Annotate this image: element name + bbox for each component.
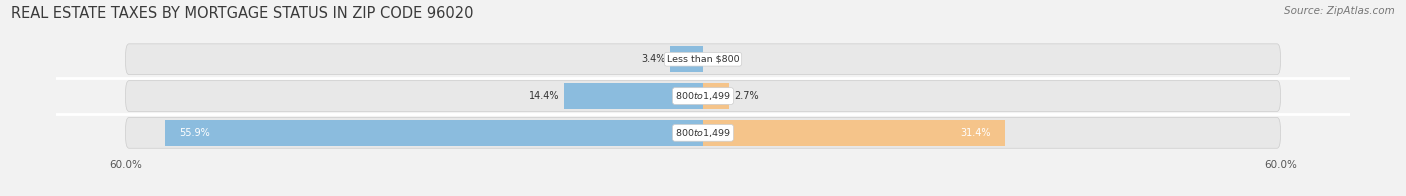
Text: 2.7%: 2.7% bbox=[734, 91, 758, 101]
Text: $800 to $1,499: $800 to $1,499 bbox=[675, 90, 731, 102]
Text: 31.4%: 31.4% bbox=[960, 128, 991, 138]
Text: 14.4%: 14.4% bbox=[529, 91, 560, 101]
Text: Less than $800: Less than $800 bbox=[666, 55, 740, 64]
Text: 55.9%: 55.9% bbox=[180, 128, 209, 138]
FancyBboxPatch shape bbox=[125, 44, 1281, 75]
Text: REAL ESTATE TAXES BY MORTGAGE STATUS IN ZIP CODE 96020: REAL ESTATE TAXES BY MORTGAGE STATUS IN … bbox=[11, 6, 474, 21]
Text: $800 to $1,499: $800 to $1,499 bbox=[675, 127, 731, 139]
Text: 3.4%: 3.4% bbox=[641, 54, 665, 64]
Bar bbox=[671, 46, 703, 73]
Bar bbox=[564, 83, 703, 109]
Bar bbox=[165, 120, 703, 146]
Text: 0.0%: 0.0% bbox=[707, 54, 733, 64]
Text: Source: ZipAtlas.com: Source: ZipAtlas.com bbox=[1284, 6, 1395, 16]
FancyBboxPatch shape bbox=[125, 117, 1281, 148]
Bar bbox=[703, 83, 728, 109]
Bar bbox=[703, 120, 1005, 146]
FancyBboxPatch shape bbox=[125, 81, 1281, 111]
